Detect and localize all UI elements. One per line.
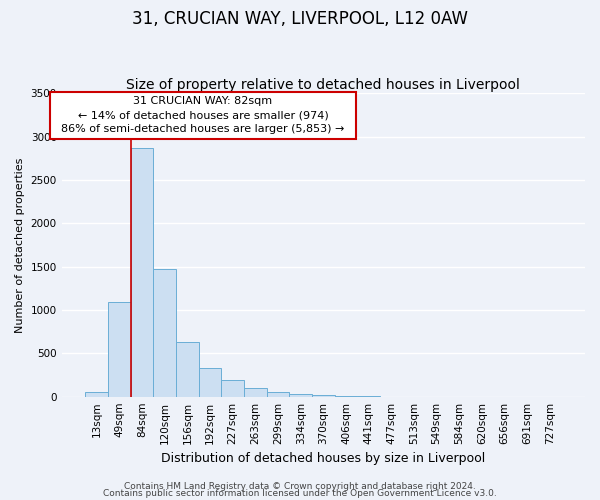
Title: Size of property relative to detached houses in Liverpool: Size of property relative to detached ho… — [127, 78, 520, 92]
Bar — [221, 380, 244, 396]
Bar — [108, 302, 131, 396]
X-axis label: Distribution of detached houses by size in Liverpool: Distribution of detached houses by size … — [161, 452, 485, 465]
Bar — [176, 342, 199, 396]
Bar — [266, 392, 289, 396]
Bar — [154, 269, 176, 396]
Bar — [244, 388, 266, 396]
Text: 31 CRUCIAN WAY: 82sqm  
  ← 14% of detached houses are smaller (974)  
  86% of : 31 CRUCIAN WAY: 82sqm ← 14% of detached … — [54, 96, 352, 134]
Text: Contains HM Land Registry data © Crown copyright and database right 2024.: Contains HM Land Registry data © Crown c… — [124, 482, 476, 491]
Bar — [131, 148, 154, 396]
Y-axis label: Number of detached properties: Number of detached properties — [15, 157, 25, 332]
Bar — [85, 392, 108, 396]
Text: 31, CRUCIAN WAY, LIVERPOOL, L12 0AW: 31, CRUCIAN WAY, LIVERPOOL, L12 0AW — [132, 10, 468, 28]
Text: Contains public sector information licensed under the Open Government Licence v3: Contains public sector information licen… — [103, 489, 497, 498]
Bar — [289, 394, 312, 396]
Bar — [199, 368, 221, 396]
